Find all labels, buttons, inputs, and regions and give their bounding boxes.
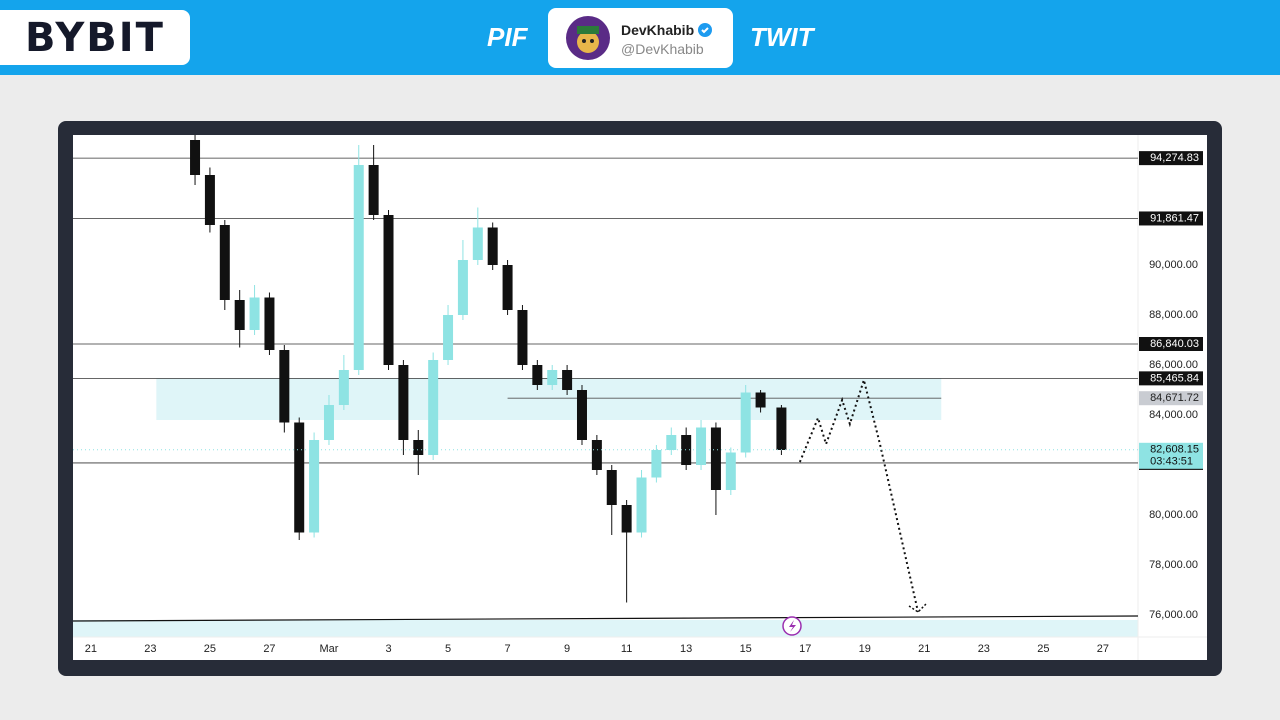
candle-body bbox=[219, 225, 230, 300]
candle-body bbox=[755, 392, 766, 408]
candle-body bbox=[776, 407, 787, 450]
level-label-bg bbox=[1139, 151, 1203, 166]
candle-body bbox=[740, 392, 751, 453]
candle-body bbox=[294, 422, 305, 533]
logo: BYBIT bbox=[0, 10, 190, 65]
candle-body bbox=[413, 440, 424, 455]
candle-body bbox=[621, 505, 632, 533]
candle-body bbox=[368, 165, 379, 215]
x-tick-label: 7 bbox=[505, 643, 511, 655]
name-text: DevKhabib bbox=[621, 22, 695, 38]
candle-body bbox=[517, 310, 528, 365]
candle-body bbox=[696, 427, 707, 465]
candle-body bbox=[309, 440, 320, 533]
candle-body bbox=[264, 297, 275, 350]
candle-body bbox=[353, 165, 364, 370]
level-label: 94,274.83 bbox=[1150, 152, 1199, 164]
candle-body bbox=[710, 427, 721, 490]
level-label-bg bbox=[1139, 211, 1203, 226]
right-tag: TWIT bbox=[750, 22, 814, 52]
candle-body bbox=[547, 370, 558, 385]
level-label: 91,861.47 bbox=[1150, 212, 1199, 224]
candle-body bbox=[681, 435, 692, 465]
candle-body bbox=[472, 227, 483, 260]
x-tick-label: 27 bbox=[263, 643, 275, 655]
candle-body bbox=[234, 300, 245, 330]
candle-body bbox=[591, 440, 602, 470]
avatar bbox=[566, 16, 610, 60]
marker-label-bg bbox=[1139, 391, 1203, 406]
level-label: 85,465.84 bbox=[1150, 372, 1199, 384]
verified-badge bbox=[698, 23, 713, 37]
event-bolt bbox=[789, 620, 796, 632]
candle-body bbox=[457, 260, 468, 315]
candle-body bbox=[532, 365, 543, 385]
x-tick-label: 15 bbox=[740, 643, 752, 655]
profile-handle: @DevKhabib bbox=[621, 41, 704, 57]
level-label: 86,840.03 bbox=[1150, 338, 1199, 350]
candle-body bbox=[190, 140, 201, 175]
x-tick-label: 5 bbox=[445, 643, 451, 655]
x-tick-label: 3 bbox=[385, 643, 391, 655]
level-label-bg bbox=[1139, 371, 1203, 386]
candle-body bbox=[398, 365, 409, 440]
x-tick-label: 23 bbox=[978, 643, 990, 655]
candle-body bbox=[502, 265, 513, 310]
candle-body bbox=[323, 405, 334, 440]
y-tick-label: 86,000.00 bbox=[1149, 359, 1198, 371]
candle-body bbox=[338, 370, 349, 405]
x-tick-label: 13 bbox=[680, 643, 692, 655]
y-tick-label: 88,000.00 bbox=[1149, 309, 1198, 321]
candle-body bbox=[487, 227, 498, 265]
candle-body bbox=[279, 350, 290, 423]
candle-body bbox=[428, 360, 439, 455]
x-tick-label: 25 bbox=[1037, 643, 1049, 655]
y-tick-label: 80,000.00 bbox=[1149, 509, 1198, 521]
candle-body bbox=[249, 297, 260, 330]
x-tick-label: 19 bbox=[859, 643, 871, 655]
current-price-bg bbox=[1139, 442, 1203, 469]
x-tick-label: 21 bbox=[85, 643, 97, 655]
candle-body bbox=[383, 215, 394, 365]
x-tick-label: 17 bbox=[799, 643, 811, 655]
x-tick-label: 27 bbox=[1097, 643, 1109, 655]
x-tick-label: 11 bbox=[621, 643, 632, 655]
avatar-art bbox=[577, 26, 599, 53]
y-tick-label: 90,000.00 bbox=[1149, 259, 1198, 271]
candle-body bbox=[562, 370, 573, 390]
candle-body bbox=[651, 450, 662, 478]
countdown-label: 03:43:51 bbox=[1150, 456, 1193, 468]
candle-body bbox=[606, 470, 617, 505]
x-tick-label: 25 bbox=[204, 643, 216, 655]
left-tag: PIF bbox=[487, 22, 528, 52]
marker-label: 84,671.72 bbox=[1150, 392, 1199, 404]
candle-body bbox=[576, 390, 587, 440]
profile-card[interactable]: DevKhabib @DevKhabib bbox=[548, 8, 733, 68]
candle-body bbox=[204, 175, 215, 225]
candle-body bbox=[725, 452, 736, 490]
y-tick-label: 76,000.00 bbox=[1149, 609, 1198, 621]
x-tick-label: 21 bbox=[918, 643, 930, 655]
candle-body bbox=[666, 435, 677, 450]
current-price-label: 82,608.15 bbox=[1150, 444, 1199, 456]
x-tick-label: 23 bbox=[144, 643, 156, 655]
x-tick-label: Mar bbox=[320, 643, 339, 655]
candle-body bbox=[443, 315, 454, 360]
level-label-bg bbox=[1139, 336, 1203, 351]
zone bbox=[73, 620, 1138, 637]
x-tick-label: 9 bbox=[564, 643, 570, 655]
y-tick-label: 84,000.00 bbox=[1149, 409, 1198, 421]
trendline bbox=[72, 615, 1139, 622]
profile-name: DevKhabib bbox=[621, 22, 713, 38]
candle-body bbox=[636, 477, 647, 533]
y-tick-label: 78,000.00 bbox=[1149, 559, 1198, 571]
